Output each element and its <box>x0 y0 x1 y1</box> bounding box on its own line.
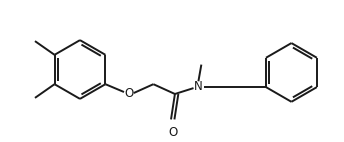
Text: O: O <box>168 126 178 139</box>
Text: O: O <box>124 87 133 101</box>
Text: N: N <box>194 80 203 93</box>
